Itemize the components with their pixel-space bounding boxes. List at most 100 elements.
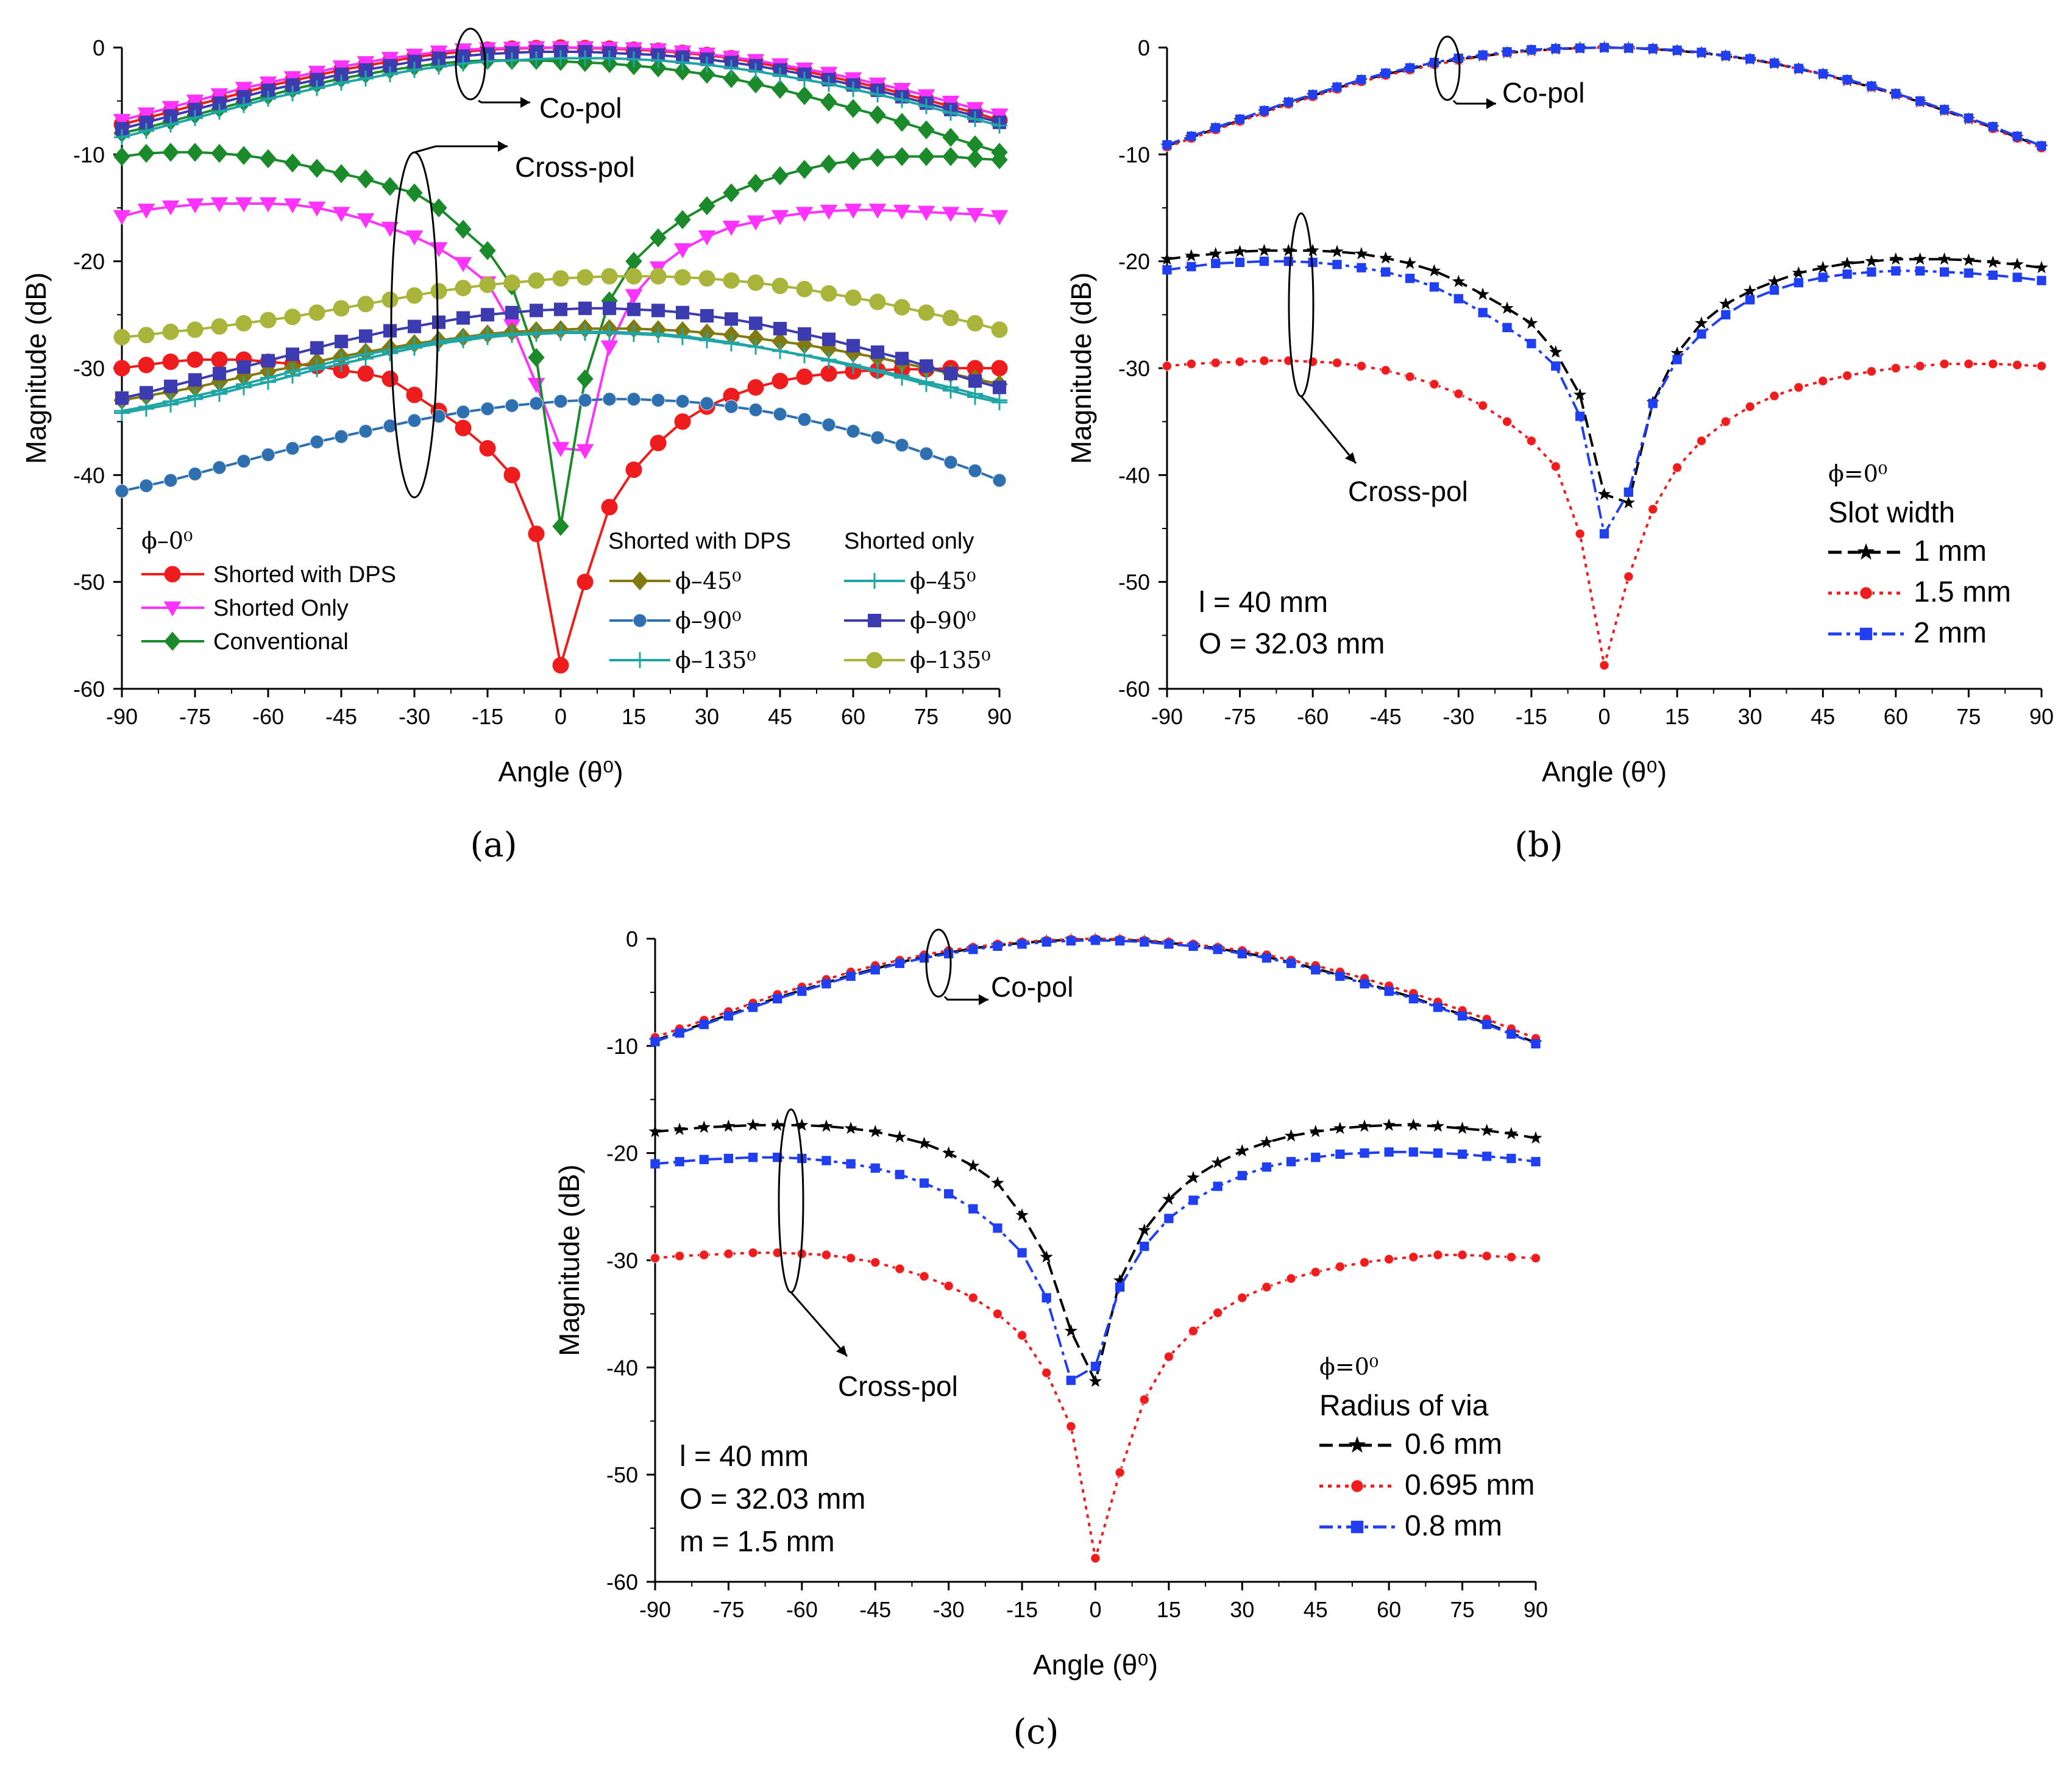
legend-marker [1350, 1520, 1364, 1534]
data-point [1160, 252, 1174, 265]
data-point [456, 311, 470, 325]
data-point [1332, 357, 1343, 368]
param-label: m = 1.5 mm [679, 1526, 835, 1558]
data-point [697, 1120, 711, 1133]
data-point [211, 351, 228, 368]
data-point [869, 105, 886, 125]
data-point [505, 398, 519, 413]
data-point [1988, 122, 1998, 132]
data-point [162, 143, 179, 162]
data-point [1041, 937, 1051, 947]
data-point [1480, 1123, 1494, 1136]
data-point [1622, 496, 1636, 508]
data-point [772, 332, 789, 351]
legend-title: Radius of via [1319, 1390, 1489, 1422]
data-point [1286, 958, 1296, 969]
data-point [870, 345, 885, 359]
data-point [358, 424, 373, 439]
data-point [1333, 1122, 1347, 1134]
data-point [675, 305, 690, 319]
data-point [869, 148, 886, 168]
data-point [674, 413, 691, 430]
data-point [773, 407, 787, 422]
y-axis-title: Magnitude (dB) [1065, 272, 1097, 464]
data-point [699, 1155, 709, 1164]
series-line [655, 937, 1536, 1040]
data-point [1433, 1002, 1443, 1012]
data-point [1383, 1254, 1394, 1265]
data-point [1575, 411, 1585, 421]
data-point [651, 304, 665, 318]
x-tick-label: 30 [695, 704, 719, 729]
legend-marker [1350, 1479, 1364, 1493]
data-point [138, 327, 155, 344]
data-point [650, 1037, 660, 1047]
data-point [212, 96, 227, 110]
data-point [868, 204, 887, 219]
data-point [1599, 529, 1609, 539]
data-point [723, 1011, 734, 1021]
data-point [381, 177, 399, 196]
data-point [1457, 1011, 1467, 1021]
data-point [602, 301, 617, 315]
data-point [187, 110, 203, 126]
y-axis-title: Magnitude (dB) [20, 272, 52, 464]
x-tick-label: -90 [1151, 704, 1183, 729]
data-point [1382, 1118, 1396, 1131]
x-tick-label: -30 [933, 1597, 965, 1622]
data-point [212, 366, 227, 380]
data-point [1332, 82, 1342, 92]
x-tick-label: 30 [1738, 704, 1762, 729]
data-point [505, 305, 519, 319]
crosspol-arrow [414, 145, 508, 154]
data-point [1482, 1151, 1492, 1161]
data-point [1526, 435, 1537, 446]
data-point [1138, 1223, 1151, 1236]
data-point [747, 174, 764, 193]
data-point [1527, 44, 1536, 55]
copol-label: Co-pol [1502, 77, 1585, 109]
series [113, 143, 1008, 536]
data-point [1453, 294, 1463, 304]
data-point [797, 327, 812, 341]
series-line [655, 1123, 1536, 1386]
data-point [138, 123, 154, 139]
x-tick-label: 90 [1524, 1597, 1548, 1622]
data-point [1648, 44, 1658, 54]
data-point [285, 85, 300, 102]
data-point [455, 55, 471, 72]
data-point [504, 326, 520, 342]
series [1162, 42, 2047, 154]
data-point [748, 338, 764, 355]
data-point [1818, 272, 1828, 282]
data-point [943, 455, 958, 470]
data-point [138, 143, 155, 163]
legend-title: Slot width [1828, 497, 1955, 529]
legend-label: Shorted Only [213, 596, 349, 621]
data-point [1188, 941, 1198, 951]
data-point [1573, 388, 1587, 400]
data-point [650, 1253, 661, 1264]
chart-panel-a: -90 -75 -60 -45 -30 -15 0 15 30 45 60 75 90 0 -10 -20 -3… [20, 27, 1012, 865]
legend-label: 2 mm [1914, 617, 1987, 649]
data-point [1842, 370, 1853, 381]
data-point [1090, 935, 1101, 945]
copol-arrowhead [520, 97, 530, 108]
data-point [1429, 282, 1439, 292]
data-point [162, 353, 179, 370]
data-point [723, 334, 739, 350]
series [115, 392, 1007, 499]
data-point [796, 160, 813, 179]
data-point [235, 146, 252, 165]
data-point [1408, 1251, 1419, 1262]
data-point [820, 92, 837, 112]
legend-marker [1859, 627, 1873, 641]
x-tick-label: -75 [712, 1597, 744, 1622]
data-point [1088, 1374, 1102, 1387]
data-point [553, 50, 569, 66]
data-point [1335, 1149, 1345, 1159]
legend-label: ϕ–45⁰ [675, 568, 742, 594]
data-point [1842, 74, 1852, 85]
data-point [1360, 1148, 1369, 1158]
data-point [723, 1153, 734, 1164]
